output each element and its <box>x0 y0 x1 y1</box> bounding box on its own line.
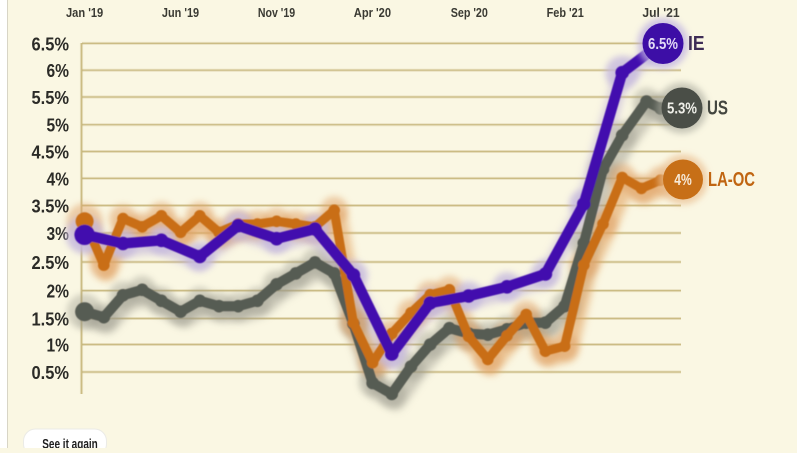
svg-text:5%: 5% <box>47 116 70 136</box>
svg-text:Jun '19: Jun '19 <box>162 5 199 20</box>
svg-text:Sep '20: Sep '20 <box>451 5 488 20</box>
svg-text:3.5%: 3.5% <box>32 197 70 217</box>
svg-text:6.5%: 6.5% <box>32 34 70 54</box>
svg-text:Jan '19: Jan '19 <box>66 5 103 20</box>
svg-text:Nov '19: Nov '19 <box>258 5 295 20</box>
svg-text:4%: 4% <box>674 172 692 189</box>
svg-text:Jul '21: Jul '21 <box>642 5 679 20</box>
svg-text:2.5%: 2.5% <box>32 253 70 273</box>
svg-text:IE: IE <box>688 33 705 55</box>
svg-text:US: US <box>707 98 728 120</box>
svg-text:Apr '20: Apr '20 <box>354 5 391 20</box>
svg-text:4.5%: 4.5% <box>32 143 70 163</box>
svg-text:5.5%: 5.5% <box>32 88 70 108</box>
svg-text:0.5%: 0.5% <box>32 363 70 383</box>
svg-text:4%: 4% <box>47 169 70 189</box>
svg-text:See it again: See it again <box>42 436 98 449</box>
svg-text:Feb '21: Feb '21 <box>547 5 584 20</box>
svg-text:1%: 1% <box>47 336 70 356</box>
svg-text:6.5%: 6.5% <box>648 36 678 53</box>
svg-text:LA-OC: LA-OC <box>708 169 755 191</box>
svg-text:2%: 2% <box>47 282 70 302</box>
svg-text:6%: 6% <box>47 61 70 81</box>
svg-text:5.3%: 5.3% <box>667 101 697 118</box>
svg-text:3%: 3% <box>47 224 70 244</box>
svg-text:1.5%: 1.5% <box>32 310 70 330</box>
